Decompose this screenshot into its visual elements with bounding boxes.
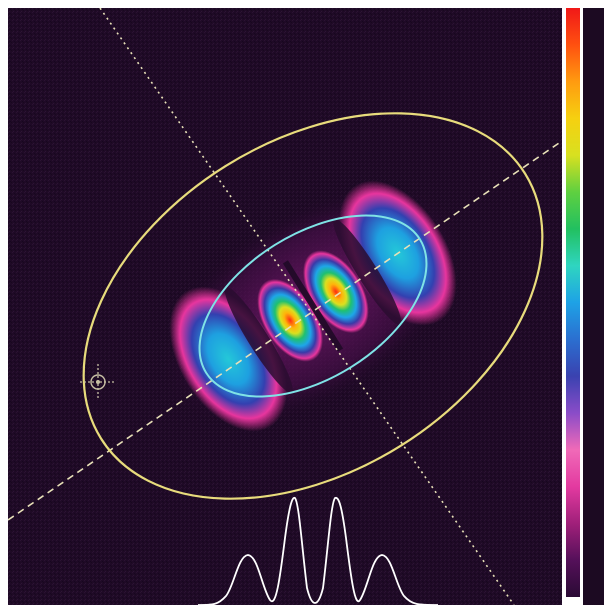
- outer-fit-ellipse[interactable]: [14, 34, 562, 579]
- crosshair-icon[interactable]: [80, 364, 116, 400]
- intensity-profile-curve: [197, 497, 439, 605]
- beam-pattern: [160, 180, 466, 432]
- colorbar-scale: [566, 8, 580, 597]
- beam-profile-viewport[interactable]: [8, 8, 562, 605]
- minor-axis-line: [99, 8, 515, 605]
- beam-image: [8, 8, 562, 605]
- colorbar-track: [583, 8, 604, 605]
- major-axis-line: [8, 140, 562, 521]
- inner-fit-ellipse[interactable]: [168, 178, 458, 434]
